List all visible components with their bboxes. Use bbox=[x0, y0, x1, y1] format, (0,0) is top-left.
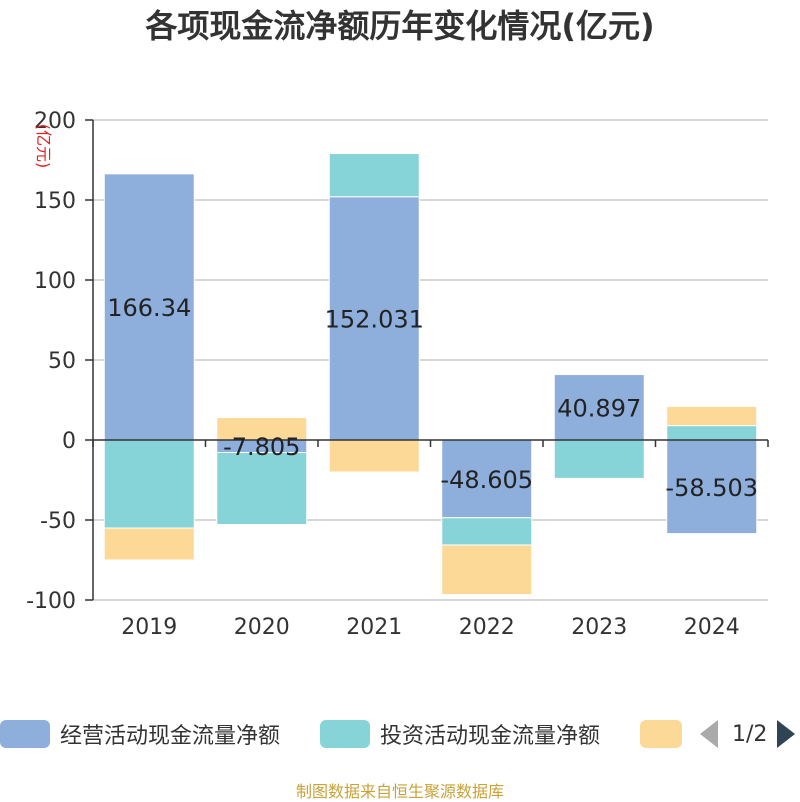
bar-1-2019 bbox=[103, 439, 195, 529]
data-label-2019: 166.34 bbox=[107, 294, 191, 322]
prev-page-icon[interactable] bbox=[700, 720, 718, 748]
y-tick-label: 100 bbox=[34, 269, 76, 294]
data-label-2022: -48.605 bbox=[440, 466, 533, 494]
legend-swatch-financing bbox=[640, 720, 682, 748]
legend-swatch-operating bbox=[0, 720, 50, 748]
y-tick-label: -100 bbox=[26, 589, 76, 614]
legend-item-financing[interactable] bbox=[640, 716, 682, 752]
bar-1-2020 bbox=[216, 451, 308, 525]
legend-page-indicator: 1/2 bbox=[732, 721, 768, 747]
x-tick-label-2020: 2020 bbox=[234, 615, 290, 640]
bar-2-2021 bbox=[328, 439, 420, 473]
x-tick-label-2019: 2019 bbox=[121, 615, 177, 640]
bar-0-2021 bbox=[328, 196, 420, 441]
bar-0-2024 bbox=[666, 439, 758, 535]
bar-2-2022 bbox=[441, 544, 533, 596]
bar-0-2019 bbox=[103, 173, 195, 441]
y-tick-label: 50 bbox=[48, 349, 76, 374]
legend-pager: 1/2 bbox=[700, 716, 796, 752]
x-tick-label-2021: 2021 bbox=[346, 615, 402, 640]
x-tick-label-2023: 2023 bbox=[571, 615, 627, 640]
y-axis-unit-label: (亿元) bbox=[34, 124, 53, 169]
y-tick-label: 150 bbox=[34, 189, 76, 214]
data-label-2023: 40.897 bbox=[557, 394, 641, 422]
y-tick-label: 200 bbox=[34, 109, 76, 134]
chart-title: 各项现金流净额历年变化情况(亿元) bbox=[145, 7, 655, 45]
y-tick-label: -50 bbox=[40, 509, 76, 534]
bar-2-2019 bbox=[103, 527, 195, 561]
legend-item-investing[interactable]: 投资活动现金流量净额 bbox=[320, 716, 600, 752]
legend-swatch-investing bbox=[320, 720, 370, 748]
bar-0-2022 bbox=[441, 439, 533, 519]
axes-group: 200 150 100 50 0 -50 -100 (亿元) 2019 2020 2021 2022 2… bbox=[26, 109, 769, 640]
legend-label-operating: 经营活动现金流量净额 bbox=[60, 724, 281, 749]
bar-1-2023 bbox=[553, 439, 645, 479]
grid-lines bbox=[93, 119, 768, 601]
bar-1-2022 bbox=[441, 517, 533, 546]
legend-label-investing: 投资活动现金流量净额 bbox=[380, 724, 601, 749]
x-tick-label-2024: 2024 bbox=[684, 615, 740, 640]
bar-1-2021 bbox=[328, 153, 420, 198]
next-page-icon[interactable] bbox=[777, 720, 796, 748]
data-label-2024: -58.503 bbox=[665, 474, 758, 502]
data-labels-group: 166.34 -7.805 152.031 -48.605 40.897 -58.503 bbox=[107, 294, 758, 502]
y-tick-label: 0 bbox=[62, 429, 76, 454]
legend-item-operating[interactable]: 经营活动现金流量净额 bbox=[0, 716, 280, 752]
bar-2-2024 bbox=[666, 405, 758, 427]
data-label-2021: 152.031 bbox=[325, 305, 424, 333]
data-source-note: 制图数据来自恒生聚源数据库 bbox=[295, 782, 504, 801]
bar-1-2024 bbox=[666, 425, 758, 441]
bar-0-2023 bbox=[553, 374, 645, 441]
bars-group bbox=[103, 153, 758, 596]
x-tick-label-2022: 2022 bbox=[459, 615, 515, 640]
data-label-2020: -7.805 bbox=[223, 433, 300, 461]
